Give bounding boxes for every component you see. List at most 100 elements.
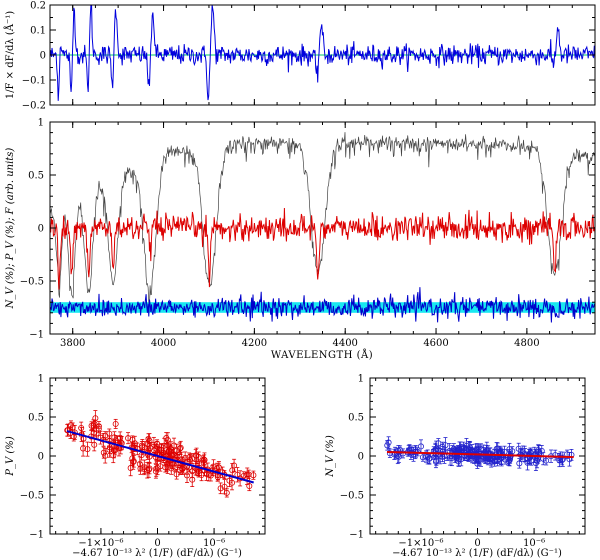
x-tick-label: 0 bbox=[154, 538, 160, 549]
panel-derivative-y-label: 1/F × dF/dλ (Å⁻¹) bbox=[4, 11, 16, 99]
marker bbox=[64, 427, 71, 434]
data-point bbox=[112, 418, 119, 429]
y-tick-label: 1 bbox=[38, 118, 44, 129]
data-point bbox=[125, 432, 132, 445]
data-point bbox=[100, 446, 107, 459]
x-tick-label: 0 bbox=[474, 538, 480, 549]
y-tick-label: −0.5 bbox=[20, 491, 44, 502]
marker bbox=[146, 437, 153, 444]
y-tick-label: −1 bbox=[29, 330, 44, 341]
marker bbox=[524, 459, 531, 466]
panel-derivative-ticks bbox=[49, 4, 596, 106]
marker bbox=[457, 445, 464, 452]
marker bbox=[229, 479, 236, 486]
panel-spectra: −1 −0.5 0 0.5 1 3800 4000 4200 4400 4600 4800 WAV… bbox=[5, 118, 596, 361]
marker bbox=[100, 449, 107, 456]
marker bbox=[417, 443, 424, 450]
marker bbox=[154, 444, 161, 451]
panel-pv-scatter: −1 −0.5 0 0.5 1 −1×10⁻⁶ 0 10⁻⁶ −4.67 10⁻¹³ λ² … bbox=[5, 374, 266, 559]
panel-spectra-x-label: WAVELENGTH (Å) bbox=[271, 349, 373, 361]
marker bbox=[130, 458, 137, 465]
marker bbox=[80, 445, 87, 452]
marker bbox=[92, 415, 99, 422]
panel-spectra-y-tick-labels: −1 −0.5 0 0.5 1 bbox=[20, 118, 44, 341]
marker bbox=[163, 461, 170, 468]
marker bbox=[125, 435, 132, 442]
data-point bbox=[519, 445, 526, 460]
y-tick-label: 0.2 bbox=[30, 1, 46, 12]
marker bbox=[151, 447, 158, 454]
series-flux bbox=[49, 132, 596, 305]
data-point bbox=[189, 472, 196, 487]
marker bbox=[173, 471, 180, 478]
marker bbox=[84, 446, 91, 453]
nv-points bbox=[384, 436, 575, 471]
marker bbox=[106, 446, 113, 453]
marker bbox=[474, 460, 481, 467]
panel-pv-x-label: −4.67 10⁻¹³ λ² (1/F) (dF/dλ) (G⁻¹) bbox=[72, 548, 242, 559]
marker bbox=[153, 465, 160, 472]
x-tick-label: 3800 bbox=[60, 338, 85, 349]
panel-nv-x-tick-labels: −1×10⁻⁶ 0 10⁻⁶ bbox=[398, 538, 545, 549]
x-tick-label: 4400 bbox=[332, 338, 357, 349]
marker bbox=[509, 448, 516, 455]
y-tick-label: 0.5 bbox=[348, 413, 364, 424]
marker bbox=[166, 452, 173, 459]
marker bbox=[112, 420, 119, 427]
x-tick-label: 4600 bbox=[423, 338, 448, 349]
marker bbox=[516, 460, 523, 467]
marker bbox=[480, 446, 487, 453]
marker bbox=[144, 441, 151, 448]
y-tick-label: 0 bbox=[38, 224, 44, 235]
panel-spectra-ticks bbox=[49, 121, 596, 335]
marker bbox=[494, 457, 501, 464]
marker bbox=[168, 465, 175, 472]
marker bbox=[176, 445, 183, 452]
data-point bbox=[78, 421, 85, 435]
y-tick-label: −1 bbox=[349, 530, 364, 541]
marker bbox=[463, 442, 470, 449]
panel-pv-x-tick-labels: −1×10⁻⁶ 0 10⁻⁶ bbox=[78, 538, 225, 549]
panel-pv-y-label: P_V (%) bbox=[5, 436, 16, 477]
data-point bbox=[193, 447, 200, 464]
marker bbox=[385, 439, 392, 446]
marker bbox=[193, 452, 200, 459]
marker bbox=[221, 483, 228, 490]
data-point bbox=[102, 431, 109, 441]
data-point bbox=[154, 441, 161, 453]
marker bbox=[138, 442, 145, 449]
y-tick-label: −0.1 bbox=[22, 76, 46, 87]
marker bbox=[229, 467, 236, 474]
marker bbox=[535, 448, 542, 455]
y-tick-label: 0 bbox=[358, 452, 364, 463]
data-point bbox=[386, 448, 393, 458]
series-pol bbox=[49, 207, 596, 290]
x-tick-label: 4800 bbox=[514, 338, 539, 349]
marker bbox=[130, 458, 137, 465]
data-point bbox=[460, 444, 467, 460]
data-point bbox=[134, 442, 141, 456]
marker bbox=[136, 460, 143, 467]
fit-line bbox=[66, 430, 254, 484]
marker bbox=[244, 471, 251, 478]
marker bbox=[177, 444, 184, 451]
data-point bbox=[164, 440, 171, 451]
data-point bbox=[111, 431, 118, 444]
data-point bbox=[141, 464, 148, 475]
y-tick-label: 0.1 bbox=[30, 26, 46, 37]
marker bbox=[531, 451, 538, 458]
y-tick-label: 1 bbox=[358, 374, 364, 385]
panel-derivative: −0.2 −0.1 0 0.1 0.2 1/F × dF/dλ (Å⁻¹) bbox=[4, 1, 596, 112]
marker bbox=[538, 447, 545, 454]
marker bbox=[456, 446, 463, 453]
y-tick-label: 0.5 bbox=[28, 413, 44, 424]
panel-derivative-y-tick-labels: −0.2 −0.1 0 0.1 0.2 bbox=[22, 1, 46, 112]
marker bbox=[189, 476, 196, 483]
marker bbox=[90, 422, 97, 429]
derivative-line bbox=[49, 4, 596, 101]
marker bbox=[426, 455, 433, 462]
marker bbox=[246, 483, 253, 490]
marker bbox=[164, 442, 171, 449]
marker bbox=[161, 442, 168, 449]
data-point bbox=[417, 439, 424, 454]
